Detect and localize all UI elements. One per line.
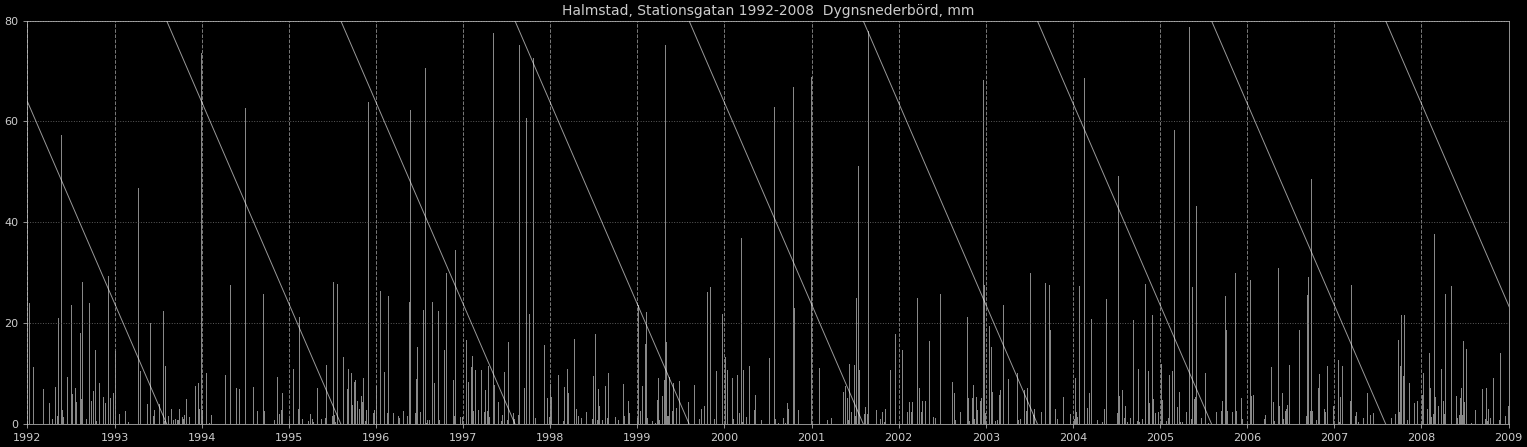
- Title: Halmstad, Stationsgatan 1992-2008  Dygnsnederbörd, mm: Halmstad, Stationsgatan 1992-2008 Dygnsn…: [562, 4, 974, 18]
